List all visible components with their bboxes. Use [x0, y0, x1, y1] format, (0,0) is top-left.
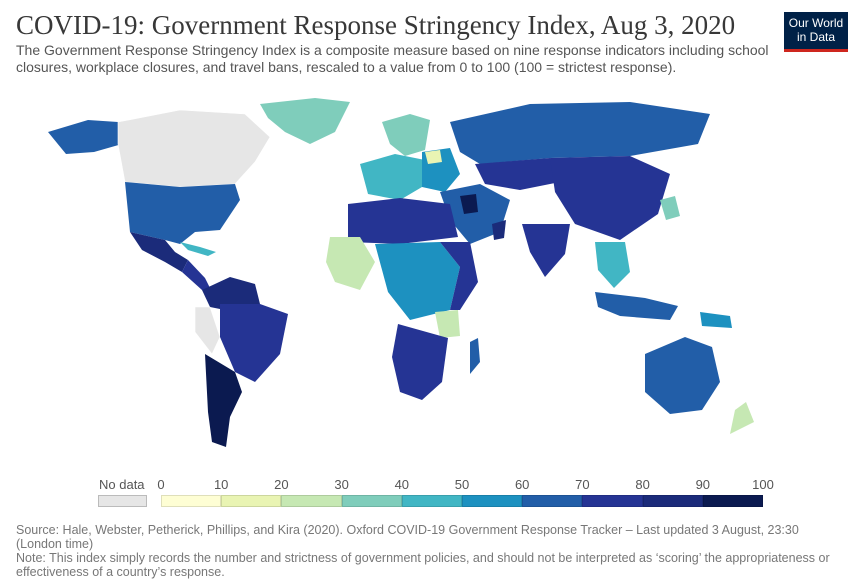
legend-bin-3[interactable]	[341, 495, 402, 507]
region-argentina-chile[interactable]	[205, 354, 242, 447]
source-text: Source: Hale, Webster, Petherick, Philli…	[16, 523, 799, 551]
legend-bin-7[interactable]	[582, 495, 643, 507]
region-china[interactable]	[550, 156, 670, 240]
legend-bin-2[interactable]	[281, 495, 342, 507]
region-southern-africa[interactable]	[392, 324, 448, 400]
region-central-africa[interactable]	[375, 242, 460, 320]
region-southeast-asia[interactable]	[595, 242, 630, 288]
chart-subtitle: The Government Response Stringency Index…	[16, 42, 769, 75]
legend-tick-label: 20	[274, 477, 289, 492]
region-russia[interactable]	[450, 102, 710, 164]
region-papua[interactable]	[700, 312, 732, 328]
region-west-africa[interactable]	[326, 237, 375, 290]
legend-tick-label: 100	[752, 477, 774, 492]
color-legend: No data 0 10 20 30 40 50 60 70 80 90 100	[96, 476, 796, 516]
region-tanzania[interactable]	[435, 310, 460, 338]
region-indonesia[interactable]	[595, 292, 678, 320]
region-east-africa[interactable]	[440, 242, 478, 310]
region-india[interactable]	[522, 224, 570, 277]
region-canada[interactable]	[117, 109, 271, 188]
legend-tick-label: 10	[213, 477, 229, 492]
legend-bin-8[interactable]	[642, 495, 703, 507]
legend-bin-5[interactable]	[461, 495, 523, 507]
legend-no-data-label: No data	[99, 477, 145, 492]
legend-bin-6[interactable]	[522, 495, 583, 507]
owid-logo[interactable]: Our World in Data	[784, 12, 848, 52]
source-note: Source: Hale, Webster, Petherick, Philli…	[16, 523, 846, 579]
legend-tick-label: 30	[334, 477, 349, 492]
legend-ticks: 0 10 20 30 40 50 60 70 80 90 100	[157, 476, 773, 494]
legend-bin-9[interactable]	[702, 495, 763, 507]
legend-tick-label: 50	[454, 477, 470, 492]
legend-tick-label: 90	[695, 477, 711, 492]
region-usa[interactable]	[125, 182, 240, 244]
world-choropleth-map[interactable]	[30, 92, 800, 464]
region-japan-korea[interactable]	[660, 196, 680, 220]
region-madagascar[interactable]	[470, 338, 480, 374]
chart-title: COVID-19: Government Response Stringency…	[16, 10, 736, 40]
region-middle-east[interactable]	[440, 184, 510, 244]
legend-bin-0[interactable]	[161, 495, 222, 507]
region-australia[interactable]	[645, 337, 720, 414]
region-ukraine[interactable]	[425, 150, 442, 164]
region-kazakhstan[interactable]	[475, 158, 560, 190]
legend-tick-label: 0	[157, 477, 165, 492]
legend-no-data-swatch	[98, 495, 147, 507]
legend-tick-label: 60	[514, 477, 530, 492]
logo-line-2: in Data	[796, 30, 836, 44]
region-oman[interactable]	[492, 220, 506, 240]
region-new-zealand[interactable]	[730, 402, 754, 434]
legend-bin-4[interactable]	[401, 495, 462, 507]
legend-color-bins	[161, 495, 763, 507]
legend-tick-label: 70	[575, 477, 590, 492]
region-greenland[interactable]	[260, 98, 350, 144]
region-western-europe[interactable]	[360, 154, 425, 200]
region-central-america[interactable]	[182, 260, 212, 292]
region-alaska[interactable]	[48, 120, 122, 154]
legend-bin-1[interactable]	[221, 495, 282, 507]
legend-tick-label: 40	[394, 477, 410, 492]
logo-line-1: Our World	[788, 16, 844, 30]
region-caribbean[interactable]	[180, 242, 216, 256]
region-scandinavia[interactable]	[382, 114, 430, 156]
region-iraq[interactable]	[460, 194, 478, 214]
region-north-africa[interactable]	[348, 198, 458, 244]
region-brazil[interactable]	[220, 304, 288, 382]
legend-tick-label: 80	[635, 477, 650, 492]
region-colombia-venezuela[interactable]	[202, 277, 260, 312]
region-peru[interactable]	[194, 306, 221, 355]
region-mexico[interactable]	[130, 232, 188, 272]
